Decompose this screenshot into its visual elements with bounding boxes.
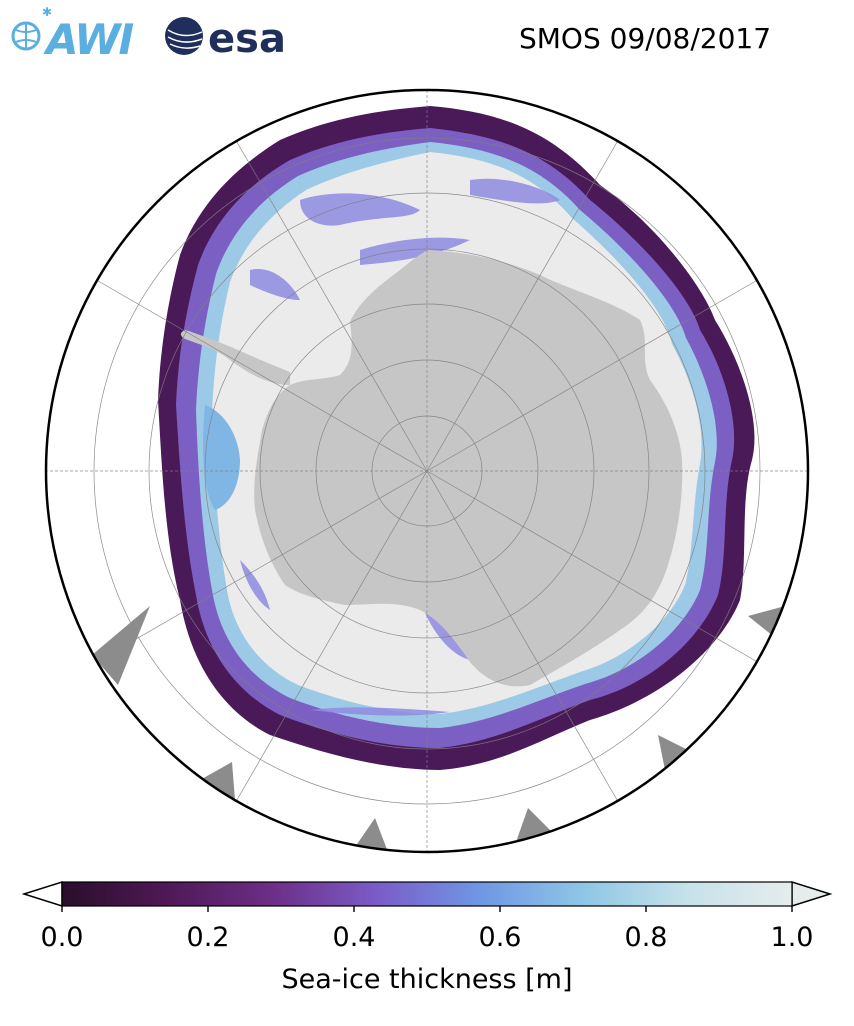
logos-svg: ✱ AWI esa (11, 5, 286, 64)
esa-logo: esa (165, 16, 286, 62)
colorbar-tick-marks (61, 906, 793, 912)
colorbar-label: Sea-ice thickness [m] (281, 964, 573, 995)
awi-logo-text: AWI (43, 15, 134, 64)
esa-logo-text: esa (208, 16, 286, 62)
antarctica-landmass (254, 250, 683, 687)
map-disc (46, 90, 808, 852)
antarctic-peninsula (180, 330, 290, 385)
map-boundary (44, 88, 810, 854)
colorbar-tick-label: 0.4 (332, 922, 376, 953)
polar-map (44, 88, 810, 854)
colorbar-tick-label: 0.6 (478, 922, 522, 953)
colorbar (21, 880, 833, 912)
colorbar-extend-low (21, 880, 63, 908)
weddell-thin-ice (203, 405, 240, 510)
colorbar-gradient (61, 881, 793, 907)
logo-group: ✱ AWI esa (8, 5, 308, 72)
colorbar-tick-label: 0.0 (40, 922, 84, 953)
colorbar-tick-label: 0.2 (186, 922, 230, 953)
colorbar-tick-label: 1.0 (770, 922, 814, 953)
colorbar-extend-high (791, 880, 833, 908)
awi-logo: ✱ AWI (11, 5, 136, 64)
colorbar-tick-label: 0.8 (624, 922, 668, 953)
map-title: SMOS 09/08/2017 (519, 22, 772, 55)
svg-text:✱: ✱ (42, 6, 52, 19)
colorbar-tick-labels: 0.0 0.2 0.4 0.6 0.8 1.0 (0, 922, 854, 962)
graticule (46, 90, 808, 852)
